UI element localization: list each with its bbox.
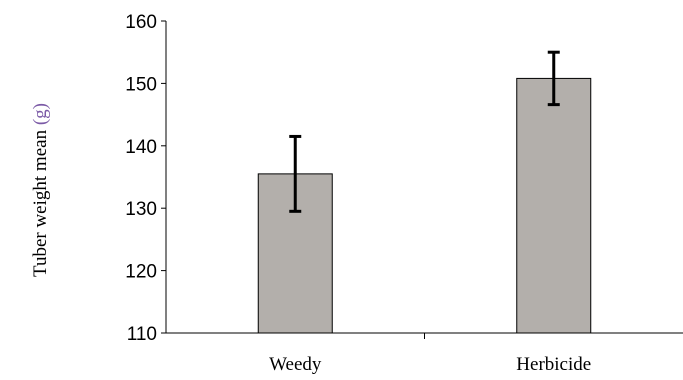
y-tick-label: 150 xyxy=(125,74,157,95)
axes xyxy=(165,21,683,339)
y-tick-label: 120 xyxy=(125,262,157,283)
x-category-label: Herbicide xyxy=(516,354,591,375)
error-bars xyxy=(289,50,560,213)
x-axis-labels: Weedy Herbicide xyxy=(269,354,591,375)
bars xyxy=(257,77,592,334)
bar-herbicide xyxy=(516,77,592,334)
svg-text:Tuber weight mean (g): Tuber weight mean (g) xyxy=(30,103,51,277)
x-category-label: Weedy xyxy=(269,354,322,375)
y-tick-label: 140 xyxy=(125,137,157,158)
y-axis-unit: (g) xyxy=(30,103,51,125)
y-axis-ticks: 110 120 130 140 150 160 xyxy=(125,12,166,345)
y-axis-title: Tuber weight mean (g) xyxy=(30,103,51,277)
y-tick-label: 130 xyxy=(125,199,157,220)
y-tick-label: 160 xyxy=(125,12,157,33)
y-tick-label: 110 xyxy=(127,324,157,345)
y-axis-label: Tuber weight mean xyxy=(30,129,51,277)
